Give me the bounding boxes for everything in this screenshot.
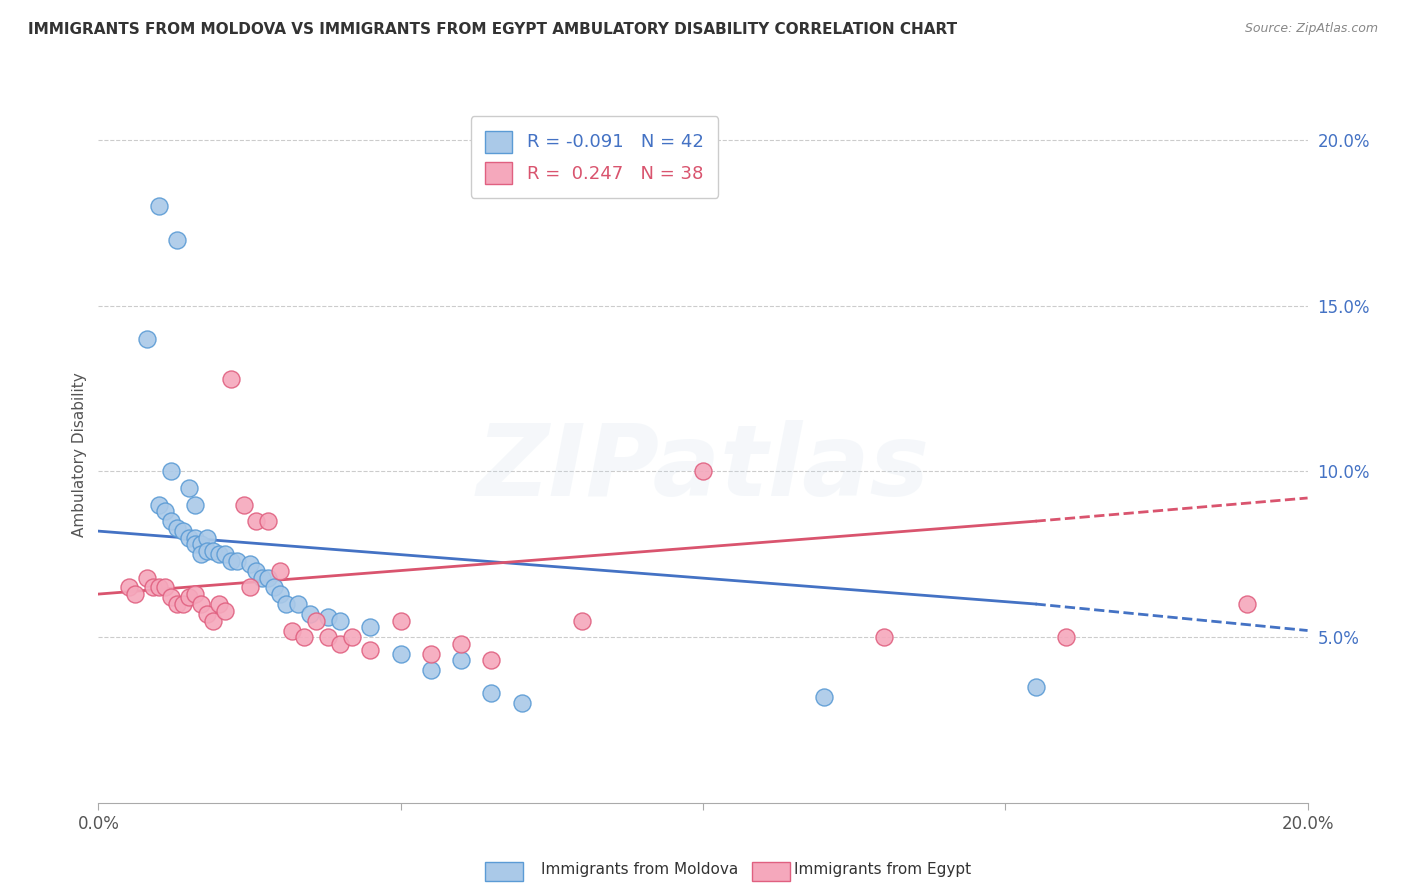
Text: IMMIGRANTS FROM MOLDOVA VS IMMIGRANTS FROM EGYPT AMBULATORY DISABILITY CORRELATI: IMMIGRANTS FROM MOLDOVA VS IMMIGRANTS FR… <box>28 22 957 37</box>
Text: Source: ZipAtlas.com: Source: ZipAtlas.com <box>1244 22 1378 36</box>
Point <box>287 597 309 611</box>
Point <box>184 537 207 551</box>
Point <box>316 630 339 644</box>
Point <box>166 521 188 535</box>
Point <box>256 570 278 584</box>
Point <box>179 531 201 545</box>
Text: Immigrants from Moldova: Immigrants from Moldova <box>541 863 738 877</box>
Point <box>360 620 382 634</box>
Point <box>190 597 212 611</box>
Point <box>571 614 593 628</box>
Point <box>329 614 352 628</box>
Point <box>195 544 218 558</box>
Legend: R = -0.091   N = 42, R =  0.247   N = 38: R = -0.091 N = 42, R = 0.247 N = 38 <box>471 116 718 198</box>
Point <box>281 624 304 638</box>
Point <box>124 587 146 601</box>
Point <box>813 690 835 704</box>
Point <box>269 564 291 578</box>
Point <box>256 514 278 528</box>
Point <box>299 607 322 621</box>
Point <box>450 653 472 667</box>
Point <box>208 597 231 611</box>
Point <box>195 531 218 545</box>
Point <box>160 514 183 528</box>
Point <box>360 643 382 657</box>
Point <box>184 498 207 512</box>
Point <box>148 498 170 512</box>
Y-axis label: Ambulatory Disability: Ambulatory Disability <box>72 373 87 537</box>
Point <box>292 630 315 644</box>
Point <box>239 558 262 572</box>
Point <box>190 537 212 551</box>
Point <box>190 547 212 561</box>
Point <box>179 481 201 495</box>
Text: Immigrants from Egypt: Immigrants from Egypt <box>794 863 972 877</box>
Point <box>263 581 285 595</box>
Point <box>172 597 194 611</box>
Point <box>208 547 231 561</box>
Point <box>172 524 194 538</box>
Point <box>195 607 218 621</box>
Point <box>221 554 243 568</box>
Point <box>202 544 225 558</box>
Point <box>1024 680 1046 694</box>
Point <box>389 614 412 628</box>
Point <box>269 587 291 601</box>
Point <box>179 591 201 605</box>
Point <box>202 614 225 628</box>
Point <box>226 554 249 568</box>
Point <box>153 504 176 518</box>
Point <box>118 581 141 595</box>
Point <box>142 581 165 595</box>
Point <box>135 570 157 584</box>
Point <box>250 570 273 584</box>
Point <box>342 630 364 644</box>
Point <box>420 663 443 677</box>
Point <box>450 637 472 651</box>
Point <box>160 591 183 605</box>
Point <box>239 581 262 595</box>
Point <box>481 653 503 667</box>
Point <box>274 597 297 611</box>
Point <box>1236 597 1258 611</box>
Point <box>420 647 443 661</box>
Point <box>148 199 170 213</box>
Point <box>316 610 339 624</box>
Point <box>329 637 352 651</box>
Point <box>232 498 254 512</box>
Point <box>153 581 176 595</box>
Text: ZIPatlas: ZIPatlas <box>477 420 929 517</box>
Point <box>873 630 896 644</box>
Point <box>184 587 207 601</box>
Point <box>692 465 714 479</box>
Point <box>481 686 503 700</box>
Point <box>305 614 328 628</box>
Point <box>166 597 188 611</box>
Point <box>245 564 267 578</box>
Point <box>184 531 207 545</box>
Point <box>214 547 236 561</box>
Point <box>1054 630 1077 644</box>
Point <box>245 514 267 528</box>
Point <box>389 647 412 661</box>
Point <box>160 465 183 479</box>
Point <box>214 604 236 618</box>
Point <box>221 372 243 386</box>
Point <box>148 581 170 595</box>
Point <box>135 332 157 346</box>
Point <box>510 697 533 711</box>
Point <box>166 233 188 247</box>
